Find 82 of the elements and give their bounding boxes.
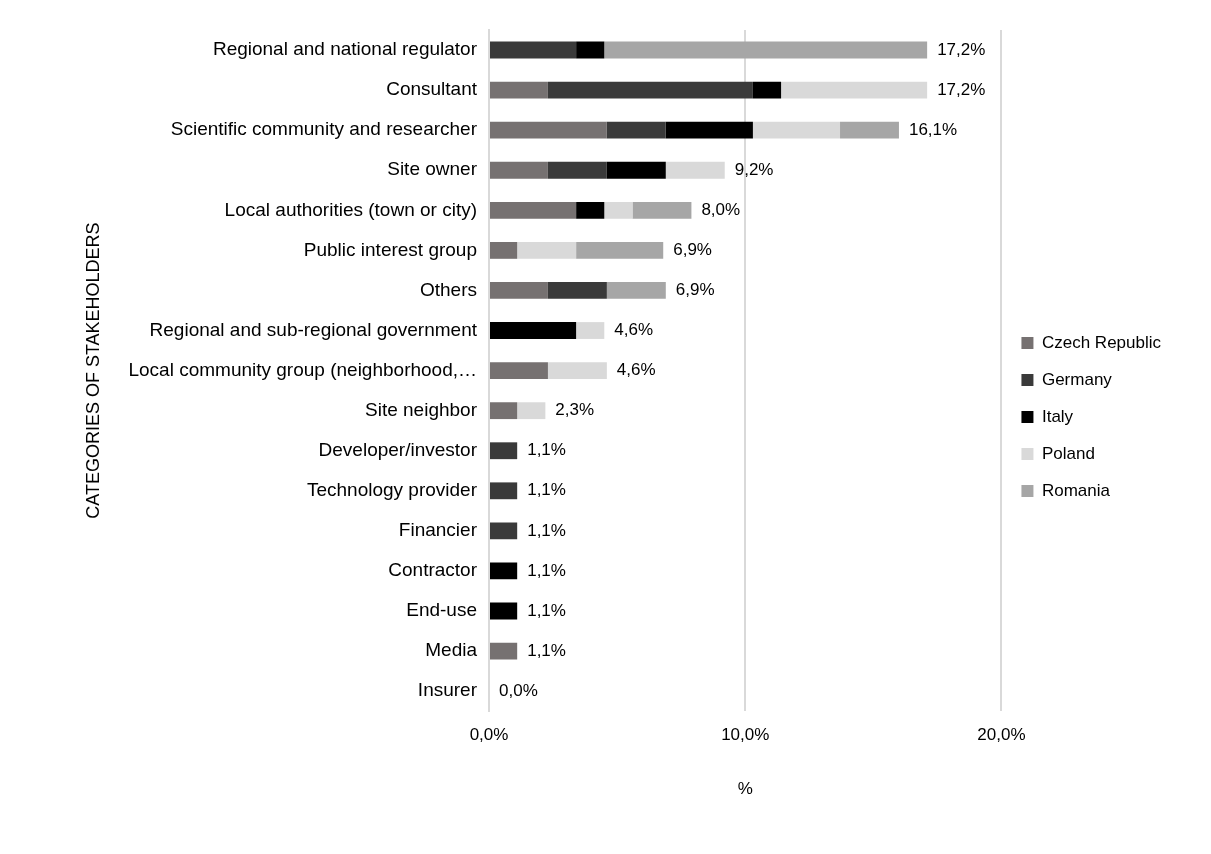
x-tick-label: 20,0%: [977, 725, 1026, 745]
total-label: 6,9%: [673, 240, 712, 260]
bar: [665, 161, 725, 179]
y-tick-label: Scientific community and researcher: [170, 118, 478, 140]
bar: [490, 522, 518, 540]
bar: [490, 362, 548, 380]
bar: [752, 121, 841, 139]
bar: [490, 482, 518, 500]
y-tick-label: Financier: [398, 519, 478, 541]
bar: [547, 362, 607, 380]
bar: [490, 241, 518, 259]
total-label: 1,1%: [527, 520, 566, 540]
bar: [606, 282, 666, 299]
bar: [632, 201, 692, 219]
y-tick-label: Others: [419, 278, 477, 300]
y-tick-label: Developer/investor: [318, 438, 478, 460]
y-tick-label: Consultant: [386, 78, 478, 100]
bar: [490, 282, 548, 299]
y-tick-label: Insurer: [417, 679, 478, 701]
bar: [517, 402, 546, 420]
y-tick-label: End-use: [406, 599, 477, 621]
bar: [576, 201, 605, 219]
bar: [606, 121, 666, 139]
total-label: 4,6%: [616, 360, 656, 380]
bar: [490, 442, 518, 460]
bar: [547, 81, 753, 99]
y-tick-label: Site neighbor: [365, 398, 478, 420]
bar: [665, 121, 753, 139]
total-label: 8,0%: [701, 200, 741, 220]
bar: [490, 201, 577, 219]
bar: [840, 121, 899, 139]
legend-label: Germany: [1041, 369, 1113, 389]
y-tick-label: Site owner: [387, 158, 478, 180]
total-label: 1,1%: [527, 480, 566, 500]
total-label: 2,3%: [555, 400, 595, 420]
y-tick-label: Contractor: [388, 559, 478, 581]
bar: [781, 81, 928, 99]
x-tick-label: 10,0%: [721, 725, 770, 745]
bar: [752, 81, 782, 99]
legend-label: Czech Republic: [1041, 332, 1162, 352]
bar: [606, 161, 666, 179]
bar: [547, 282, 607, 299]
bar: [576, 322, 605, 339]
total-label: 1,1%: [527, 560, 566, 580]
bar: [547, 161, 607, 179]
total-label: 1,1%: [527, 440, 566, 460]
y-axis-title: CATEGORIES OF STAKEHOLDERS: [82, 222, 103, 519]
x-tick-label: 0,0%: [469, 725, 509, 745]
x-axis-title: %: [737, 779, 753, 799]
total-label: 1,1%: [527, 600, 566, 620]
bar: [490, 562, 518, 580]
y-tick-label: Regional and national regulator: [212, 38, 478, 60]
total-label: 1,1%: [527, 640, 566, 660]
bar: [490, 642, 518, 660]
y-tick-label: Local authorities (town or city): [224, 198, 477, 220]
bar: [490, 322, 577, 339]
legend-label: Romania: [1041, 480, 1111, 500]
total-label: 17,2%: [937, 39, 986, 59]
bar: [604, 201, 633, 219]
bar: [490, 81, 548, 99]
total-label: 16,1%: [908, 119, 958, 139]
y-tick-label: Technology provider: [306, 479, 478, 501]
bar: [490, 121, 607, 139]
bar: [490, 161, 548, 179]
bar: [604, 41, 928, 59]
text: 0,0%: [499, 680, 538, 700]
bar: [517, 241, 577, 259]
total-label: 4,6%: [614, 320, 654, 340]
legend-label: Italy: [1041, 406, 1074, 426]
bar: [490, 402, 518, 420]
bar: [490, 41, 577, 59]
total-label: 9,2%: [734, 159, 774, 179]
bar: [576, 241, 664, 259]
y-tick-label: Public interest group: [303, 238, 477, 260]
total-label: 6,9%: [675, 280, 715, 300]
legend-label: Poland: [1041, 443, 1095, 463]
y-tick-label: Media: [425, 639, 478, 661]
bar: [490, 602, 518, 620]
bar: [576, 41, 605, 59]
y-tick-label: Local community group (neighborhood,…: [128, 358, 477, 380]
total-label: 17,2%: [937, 79, 986, 99]
y-tick-label: Regional and sub-regional government: [149, 318, 478, 340]
